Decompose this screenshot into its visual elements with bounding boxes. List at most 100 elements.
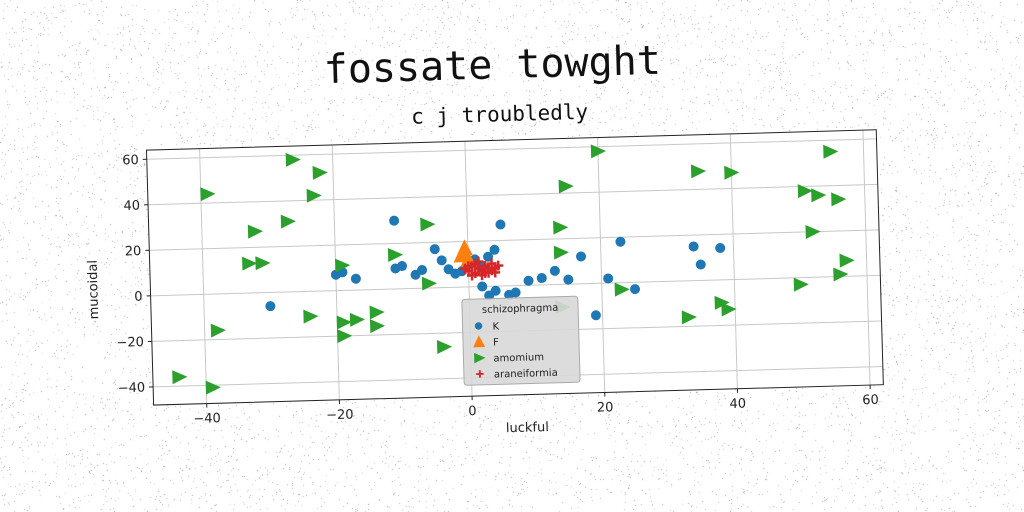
point-amomium	[335, 258, 351, 273]
x-tick-label: 60	[862, 393, 879, 408]
point-k	[477, 281, 488, 292]
point-amomium	[210, 323, 226, 338]
point-k	[615, 236, 626, 247]
point-araneiformia	[490, 267, 501, 278]
y-gridline	[148, 183, 878, 206]
point-amomium	[205, 380, 221, 395]
legend-marker-f	[473, 335, 486, 348]
point-amomium	[420, 217, 436, 232]
y-gridline	[149, 229, 880, 251]
legend-marker-k	[474, 322, 483, 330]
point-amomium	[387, 248, 404, 263]
point-k	[495, 219, 506, 230]
point-k	[397, 261, 408, 272]
legend-label-f: F	[493, 337, 499, 348]
point-f	[456, 239, 473, 256]
y-tick-label: 60	[122, 153, 139, 168]
point-k	[688, 241, 699, 252]
x-tick-label: 0	[468, 404, 477, 419]
point-amomium	[681, 310, 697, 325]
point-amomium	[349, 312, 366, 327]
point-amomium	[553, 220, 569, 235]
point-k	[563, 274, 574, 285]
plot-frame	[145, 129, 884, 406]
x-tick-label: −40	[193, 411, 221, 427]
y-tick-label: −20	[116, 335, 144, 351]
x-gridline	[597, 137, 606, 393]
point-k	[536, 273, 547, 284]
point-amomium	[614, 282, 630, 297]
point-amomium	[369, 305, 385, 320]
x-gridline	[729, 133, 738, 389]
legend-label-amomium: amomium	[493, 352, 544, 364]
point-amomium	[436, 340, 453, 355]
point-amomium	[553, 245, 569, 260]
point-amomium	[811, 188, 827, 203]
y-tick-label: 40	[123, 199, 140, 214]
point-k	[490, 285, 501, 296]
x-axis-label: luckful	[506, 420, 549, 436]
point-k	[350, 273, 361, 284]
point-araneiformia	[486, 258, 497, 269]
point-amomium	[255, 256, 271, 271]
point-k	[576, 251, 587, 262]
y-gridline	[150, 274, 881, 297]
point-araneiformia	[466, 270, 478, 281]
series-araneiformia	[460, 256, 504, 281]
point-amomium	[421, 276, 438, 291]
point-araneiformia	[480, 267, 491, 278]
point-amomium	[369, 319, 386, 334]
axes: −40 −20 0 20 40 60 −40 −20 0 20 40 60	[116, 129, 884, 427]
point-k	[429, 244, 440, 255]
chart-title: fossate towght	[323, 38, 661, 93]
point-k	[510, 287, 521, 298]
legend-marker-amomium	[474, 352, 486, 364]
x-tick-label: 20	[597, 400, 614, 415]
legend-label-araneiformia: araneiformia	[494, 368, 558, 381]
y-axis-label: mucoidal	[86, 260, 103, 320]
point-k	[590, 310, 601, 321]
series-amomium	[172, 144, 855, 395]
point-k	[603, 273, 614, 284]
point-amomium	[724, 165, 740, 180]
y-tick-label: −40	[118, 381, 146, 397]
point-araneiformia	[463, 261, 474, 272]
x-tick-label: 40	[729, 397, 746, 412]
point-amomium	[172, 370, 188, 385]
point-amomium	[303, 309, 319, 324]
y-tick-label: 0	[134, 290, 143, 305]
point-amomium	[306, 188, 322, 203]
point-amomium	[312, 165, 328, 180]
y-gridline	[146, 138, 877, 160]
point-amomium	[558, 179, 574, 194]
legend-box	[461, 295, 581, 386]
x-tick-label: −20	[326, 407, 354, 423]
point-amomium	[280, 214, 296, 229]
point-k	[265, 301, 276, 312]
point-amomium	[200, 187, 216, 202]
point-amomium	[797, 184, 813, 199]
point-k	[523, 275, 534, 286]
point-amomium	[336, 315, 352, 330]
point-k	[630, 284, 641, 295]
point-amomium	[285, 152, 301, 167]
point-k	[489, 244, 500, 255]
point-amomium	[823, 144, 839, 159]
point-araneiformia	[493, 260, 504, 271]
point-amomium	[831, 192, 847, 207]
point-amomium	[833, 267, 849, 282]
legend-label-k: K	[492, 321, 499, 332]
point-k	[549, 265, 560, 276]
point-amomium	[247, 224, 264, 239]
legend-title: schizophragma	[482, 303, 559, 316]
point-amomium	[242, 256, 258, 271]
point-araneiformia	[473, 256, 484, 267]
chart-subtitle: c j troubledly	[411, 100, 589, 129]
point-amomium	[337, 329, 353, 344]
point-amomium	[805, 224, 821, 239]
point-amomium	[721, 302, 737, 317]
point-amomium	[793, 277, 809, 292]
point-k	[389, 215, 400, 226]
